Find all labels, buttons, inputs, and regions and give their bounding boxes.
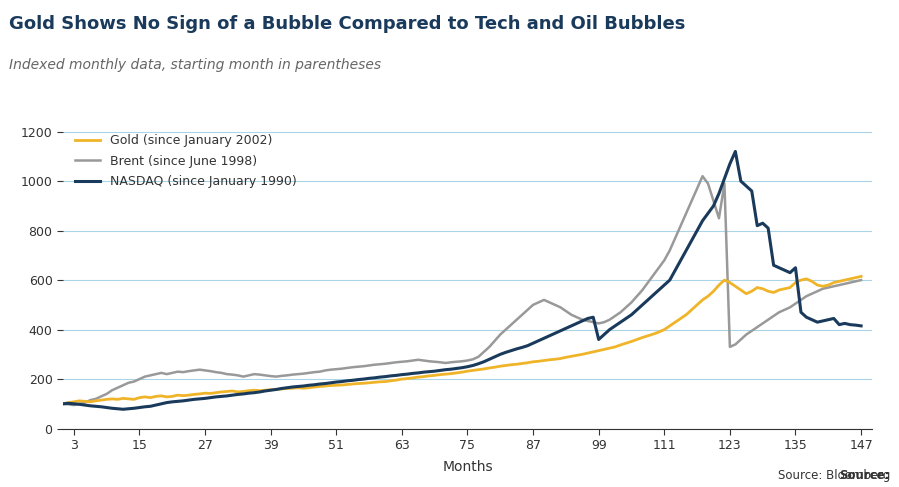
Brent (since June 1998) bbox=[856, 277, 867, 283]
Text: Gold Shows No Sign of a Bubble Compared to Tech and Oil Bubbles: Gold Shows No Sign of a Bubble Compared … bbox=[9, 15, 685, 33]
Brent (since June 1998) bbox=[691, 186, 702, 191]
NASDAQ (since January 1990) bbox=[501, 350, 512, 356]
Gold (since January 2002) bbox=[686, 307, 697, 313]
NASDAQ (since January 1990) bbox=[615, 319, 626, 325]
Gold (since January 2002) bbox=[58, 401, 68, 407]
Line: NASDAQ (since January 1990): NASDAQ (since January 1990) bbox=[63, 151, 861, 409]
NASDAQ (since January 1990) bbox=[730, 149, 741, 154]
Gold (since January 2002) bbox=[494, 363, 505, 369]
NASDAQ (since January 1990) bbox=[320, 381, 331, 387]
Gold (since January 2002) bbox=[856, 274, 867, 280]
NASDAQ (since January 1990) bbox=[681, 247, 691, 253]
Brent (since June 1998) bbox=[615, 309, 626, 315]
Text: Source: Bloomberg: Source: Bloomberg bbox=[778, 469, 890, 482]
Brent (since June 1998) bbox=[320, 368, 331, 374]
Brent (since June 1998) bbox=[501, 327, 512, 333]
NASDAQ (since January 1990) bbox=[58, 401, 68, 407]
Brent (since June 1998) bbox=[68, 402, 79, 408]
NASDAQ (since January 1990) bbox=[118, 406, 129, 412]
Line: Gold (since January 2002): Gold (since January 2002) bbox=[63, 277, 861, 404]
Brent (since June 1998) bbox=[276, 373, 287, 379]
Gold (since January 2002) bbox=[271, 387, 281, 393]
Gold (since January 2002) bbox=[315, 384, 325, 390]
Gold (since January 2002) bbox=[610, 344, 620, 350]
Legend: Gold (since January 2002), Brent (since June 1998), NASDAQ (since January 1990): Gold (since January 2002), Brent (since … bbox=[69, 128, 304, 194]
Line: Brent (since June 1998): Brent (since June 1998) bbox=[63, 176, 861, 405]
NASDAQ (since January 1990) bbox=[276, 386, 287, 392]
Brent (since June 1998) bbox=[681, 210, 691, 216]
Gold (since January 2002) bbox=[675, 316, 686, 321]
Text: Indexed monthly data, starting month in parentheses: Indexed monthly data, starting month in … bbox=[9, 58, 381, 73]
NASDAQ (since January 1990) bbox=[856, 323, 867, 329]
X-axis label: Months: Months bbox=[442, 460, 493, 474]
Brent (since June 1998) bbox=[697, 173, 708, 179]
Text: Source:: Source: bbox=[840, 469, 890, 482]
NASDAQ (since January 1990) bbox=[691, 228, 702, 234]
Brent (since June 1998) bbox=[58, 401, 68, 407]
